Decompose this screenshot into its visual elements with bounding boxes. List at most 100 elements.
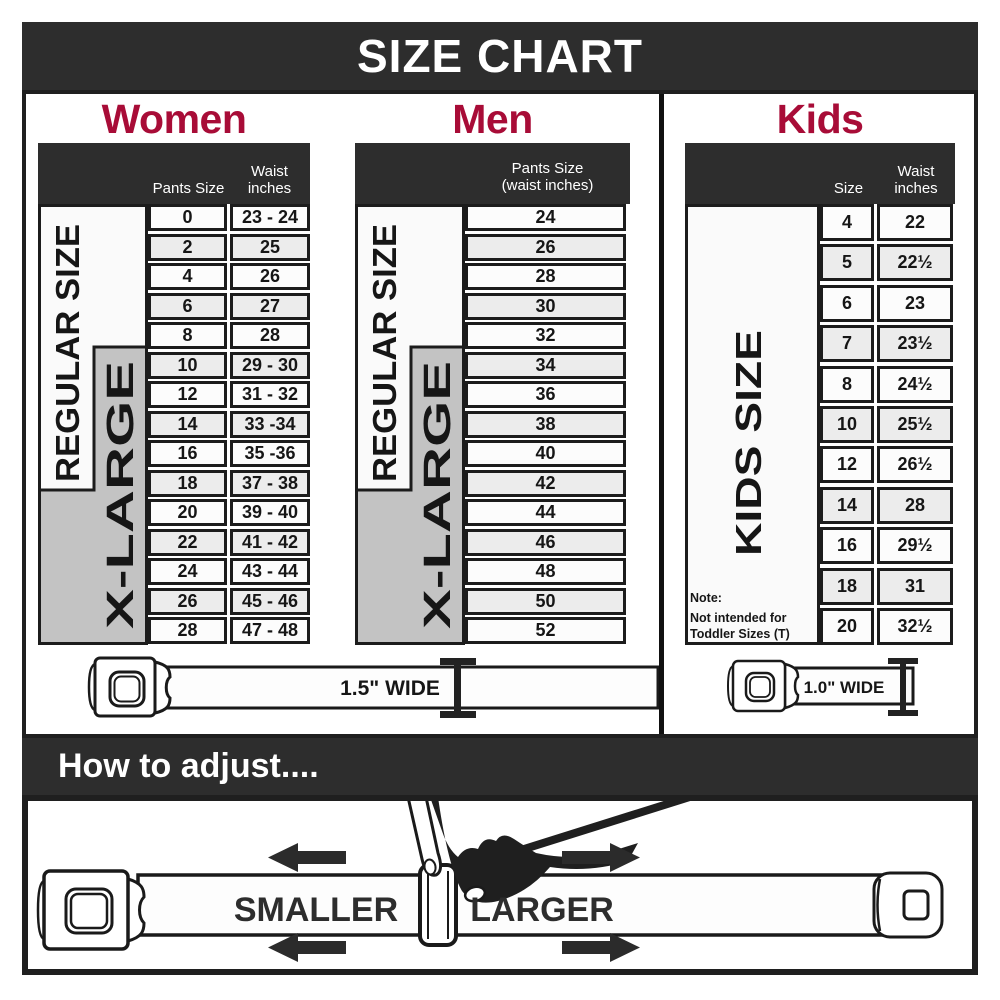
pants-size-cell: 34 (465, 351, 626, 379)
waist-cell: 31 (877, 567, 953, 605)
waist-cell: 28 (877, 486, 953, 524)
size-cell: 18 (820, 567, 874, 605)
pants-size-cell: 52 (465, 617, 626, 644)
women-regular-size-label: REGULAR SIZE (49, 224, 86, 482)
size-cell: 14 (820, 486, 874, 524)
women-title: Women (101, 96, 247, 142)
table-row: 32 (465, 322, 626, 349)
seatbelt-buckle-icon (36, 869, 146, 951)
pants-size-cell: 24 (148, 558, 227, 585)
size-tables-panel: Women Men Pants Size Waist inches REGULAR… (22, 90, 978, 738)
table-row: 4 22 (820, 204, 953, 241)
waist-cell: 45 - 46 (230, 587, 310, 615)
table-row: 38 (465, 410, 626, 438)
table-row: 24 (465, 204, 626, 231)
kids-col-waist: Waist inches (894, 162, 938, 198)
belt-slider-icon (418, 863, 458, 947)
table-row: 42 (465, 469, 626, 497)
table-row: 28 47 - 48 (148, 617, 310, 644)
pants-size-cell: 46 (465, 528, 626, 556)
pants-size-cell: 36 (465, 381, 626, 408)
pants-size-cell: 42 (465, 469, 626, 497)
size-cell: 8 (820, 365, 874, 403)
arrow-right-icon (562, 933, 640, 962)
table-row: 36 (465, 381, 626, 408)
table-row: 44 (465, 499, 626, 526)
table-row: 8 28 (148, 322, 310, 349)
pants-size-cell: 28 (465, 263, 626, 290)
waist-cell: 29 - 30 (230, 351, 310, 379)
men-size-group-labels: REGULAR SIZE X-LARGE (355, 204, 465, 645)
kids-section: Kids Size Waist inches KIDS SIZE Note: (659, 94, 974, 734)
hand-icon (406, 795, 638, 903)
men-title: Men (452, 96, 533, 142)
table-row: 4 26 (148, 263, 310, 290)
pants-size-cell: 48 (465, 558, 626, 585)
table-row: 6 27 (148, 292, 310, 320)
measure-ibeam-icon (888, 658, 918, 716)
pants-size-cell: 2 (148, 233, 227, 261)
waist-cell: 35 -36 (230, 440, 310, 467)
kids-size-table: Size Waist inches KIDS SIZE Note: Not int… (685, 143, 955, 645)
waist-cell: 23 - 24 (230, 204, 310, 231)
table-row: 14 33 -34 (148, 410, 310, 438)
table-row: 40 (465, 440, 626, 467)
waist-cell: 23½ (877, 325, 953, 363)
table-row: 12 31 - 32 (148, 381, 310, 408)
women-rows: 0 23 - 24 2 25 4 26 (148, 204, 310, 644)
pants-size-cell: 24 (465, 204, 626, 231)
men-col-pants-size: Pants Size (waist inches) (501, 159, 594, 195)
table-row: 8 24½ (820, 365, 953, 403)
belt-tip-icon (872, 871, 944, 939)
size-cell: 16 (820, 527, 874, 565)
waist-cell: 31 - 32 (230, 381, 310, 408)
waist-cell: 26½ (877, 446, 953, 484)
table-row: 20 39 - 40 (148, 499, 310, 526)
pants-size-cell: 40 (465, 440, 626, 467)
waist-cell: 22 (877, 204, 953, 241)
table-row: 50 (465, 587, 626, 615)
pants-size-cell: 22 (148, 528, 227, 556)
waist-cell: 28 (230, 322, 310, 349)
table-row: 22 41 - 42 (148, 528, 310, 556)
table-row: 5 22½ (820, 244, 953, 282)
pants-size-cell: 28 (148, 617, 227, 644)
waist-cell: 47 - 48 (230, 617, 310, 644)
kids-size-label: KIDS SIZE (728, 330, 769, 556)
waist-cell: 25 (230, 233, 310, 261)
pants-size-cell: 44 (465, 499, 626, 526)
waist-cell: 27 (230, 292, 310, 320)
table-row: 18 31 (820, 567, 953, 605)
arrow-left-icon (268, 843, 346, 872)
table-row: 26 45 - 46 (148, 587, 310, 615)
size-cell: 20 (820, 607, 874, 645)
waist-cell: 33 -34 (230, 410, 310, 438)
table-row: 28 (465, 263, 626, 290)
arrow-left-icon (268, 933, 346, 962)
women-size-table: Pants Size Waist inches REGULAR SIZE X-LA… (38, 143, 310, 645)
pants-size-cell: 6 (148, 292, 227, 320)
kids-table-header: Size Waist inches (685, 143, 955, 204)
how-to-adjust-bar: How to adjust.... (22, 738, 978, 795)
larger-label: LARGER (470, 891, 614, 929)
pants-size-cell: 4 (148, 263, 227, 290)
smaller-label: SMALLER (234, 891, 398, 929)
table-row: 7 23½ (820, 325, 953, 363)
size-cell: 4 (820, 204, 874, 241)
pants-size-cell: 32 (465, 322, 626, 349)
waist-cell: 32½ (877, 607, 953, 645)
women-size-group-labels: REGULAR SIZE X-LARGE (38, 204, 148, 645)
men-xlarge-label: X-LARGE (417, 361, 459, 629)
table-row: 14 28 (820, 486, 953, 524)
pants-size-cell: 30 (465, 292, 626, 320)
size-cell: 10 (820, 405, 874, 443)
pants-size-cell: 10 (148, 351, 227, 379)
table-row: 26 (465, 233, 626, 261)
table-row: 10 25½ (820, 405, 953, 443)
men-size-table: Pants Size (waist inches) REGULAR SIZE X-… (355, 143, 630, 645)
pants-size-cell: 16 (148, 440, 227, 467)
adjust-illustration-panel: SMALLER LARGER (22, 791, 978, 975)
waist-cell: 37 - 38 (230, 469, 310, 497)
kids-size-group-label: KIDS SIZE (685, 204, 820, 645)
table-row: 12 26½ (820, 446, 953, 484)
